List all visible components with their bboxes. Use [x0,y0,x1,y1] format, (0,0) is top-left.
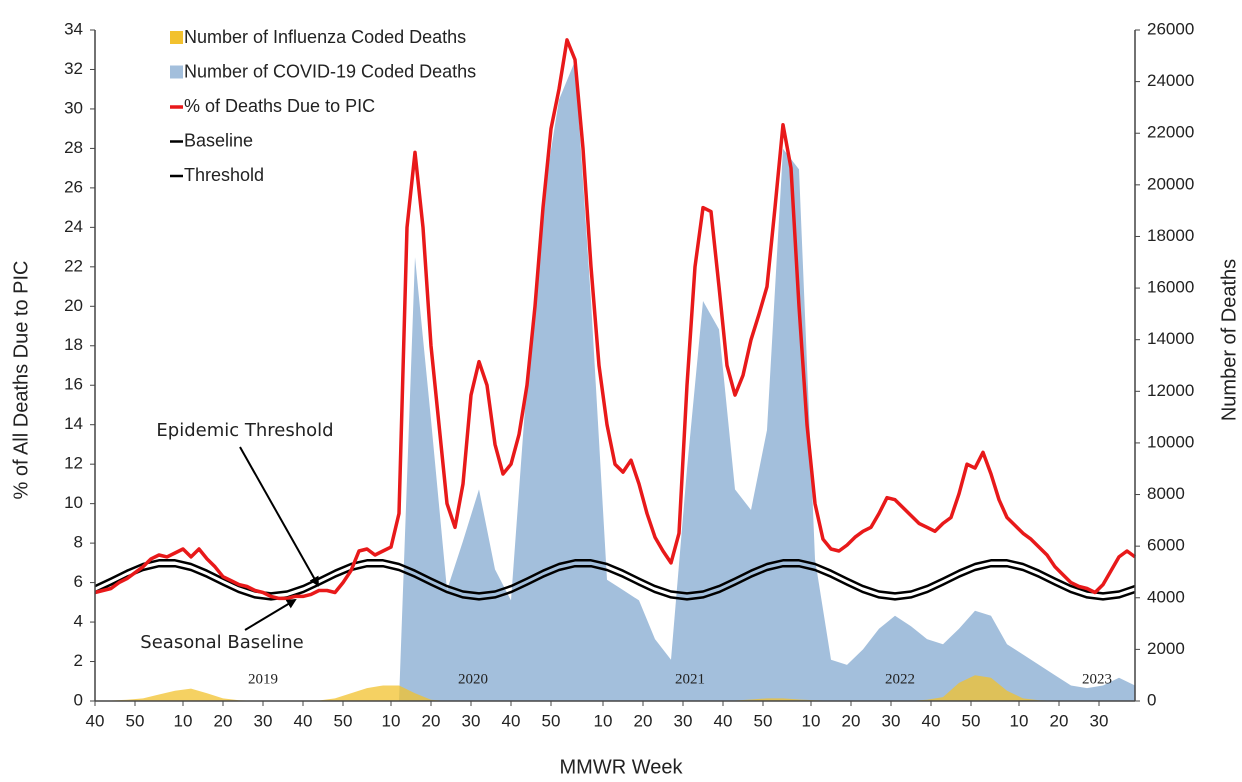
x-tick-label: 50 [334,711,353,730]
y2-tick-label: 22000 [1147,123,1194,142]
line [94,559,1136,595]
x-tick-label: 10 [1010,711,1029,730]
y2-tick-label: 6000 [1147,536,1185,555]
x-tick-label: 20 [842,711,861,730]
y2-tick-label: 2000 [1147,639,1185,658]
y-tick-label: 34 [64,19,83,38]
y-tick-label: 8 [74,533,83,552]
line [94,38,1137,601]
y-tick-label: 16 [64,375,83,394]
y-tick-label: 2 [74,651,83,670]
x-tick-label: 30 [882,711,901,730]
annotation-arrow [244,598,297,631]
line [94,564,1136,601]
x-tick-label: 40 [922,711,941,730]
y-tick-label: 14 [64,414,83,433]
x-tick-label: 10 [802,711,821,730]
y-axis-title: % of All Deaths Due to PIC [10,260,32,499]
x-tick-label: 10 [174,711,193,730]
year-label: 2020 [458,671,488,687]
x-tick-label: 40 [294,711,313,730]
annotation: Epidemic Threshold [156,420,333,441]
y-tick-label: 28 [64,138,83,157]
y-tick-label: 4 [74,612,83,631]
x-tick-label: 20 [1050,711,1069,730]
y-tick-label: 10 [64,493,83,512]
y-tick-label: 24 [64,217,83,236]
y2-tick-label: 24000 [1147,71,1194,90]
x-tick-label: 20 [634,711,653,730]
x-tick-label: 30 [462,711,481,730]
y2-tick-label: 14000 [1147,329,1194,348]
x-tick-label: 40 [714,711,733,730]
x-tick-label: 40 [502,711,521,730]
x-tick-label: 10 [382,711,401,730]
x-tick-label: 50 [962,711,981,730]
year-label: 2023 [1082,671,1112,687]
y2-tick-label: 12000 [1147,381,1194,400]
area [399,61,1135,701]
y-tick-label: 32 [64,59,83,78]
x-axis-title: MMWR Week [560,756,684,778]
x-tick-label: 50 [126,711,145,730]
area [95,675,1135,701]
legend-label: Number of COVID-19 Coded Deaths [184,61,476,81]
x-tick-label: 10 [594,711,613,730]
legend-label: Baseline [184,130,253,150]
legend-label: Threshold [184,165,264,185]
legend-label: % of Deaths Due to PIC [184,96,375,116]
y2-tick-label: 10000 [1147,432,1194,451]
legend-label: Number of Influenza Coded Deaths [184,27,466,47]
x-tick-label: 30 [674,711,693,730]
x-tick-label: 40 [86,711,105,730]
year-label: 2022 [885,671,915,687]
y-tick-label: 22 [64,256,83,275]
year-label: 2021 [675,671,705,687]
y2-tick-label: 26000 [1147,19,1194,38]
y2-tick-label: 18000 [1147,226,1194,245]
y-tick-label: 30 [64,98,83,117]
y-tick-label: 12 [64,454,83,473]
x-tick-label: 30 [254,711,273,730]
legend-swatch [170,65,183,79]
y-tick-label: 6 [74,572,83,591]
y2-tick-label: 20000 [1147,174,1194,193]
y2-axis-title: Number of Deaths [1218,259,1240,421]
x-tick-label: 20 [422,711,441,730]
y-tick-label: 18 [64,335,83,354]
y2-tick-label: 0 [1147,690,1156,709]
annotation-arrow [239,446,319,587]
y-tick-label: 20 [64,296,83,315]
x-tick-label: 30 [1090,711,1109,730]
y2-tick-label: 4000 [1147,587,1185,606]
x-tick-label: 20 [214,711,233,730]
x-tick-label: 50 [754,711,773,730]
annotation: Seasonal Baseline [140,632,303,653]
y-tick-label: 0 [74,690,83,709]
x-tick-label: 50 [542,711,561,730]
y2-tick-label: 8000 [1147,484,1185,503]
y-tick-label: 26 [64,177,83,196]
plot-area: 0246810121416182022242628303234020004000… [64,19,1194,730]
legend-swatch [170,31,183,44]
year-label: 2019 [248,671,278,687]
y2-tick-label: 16000 [1147,278,1194,297]
